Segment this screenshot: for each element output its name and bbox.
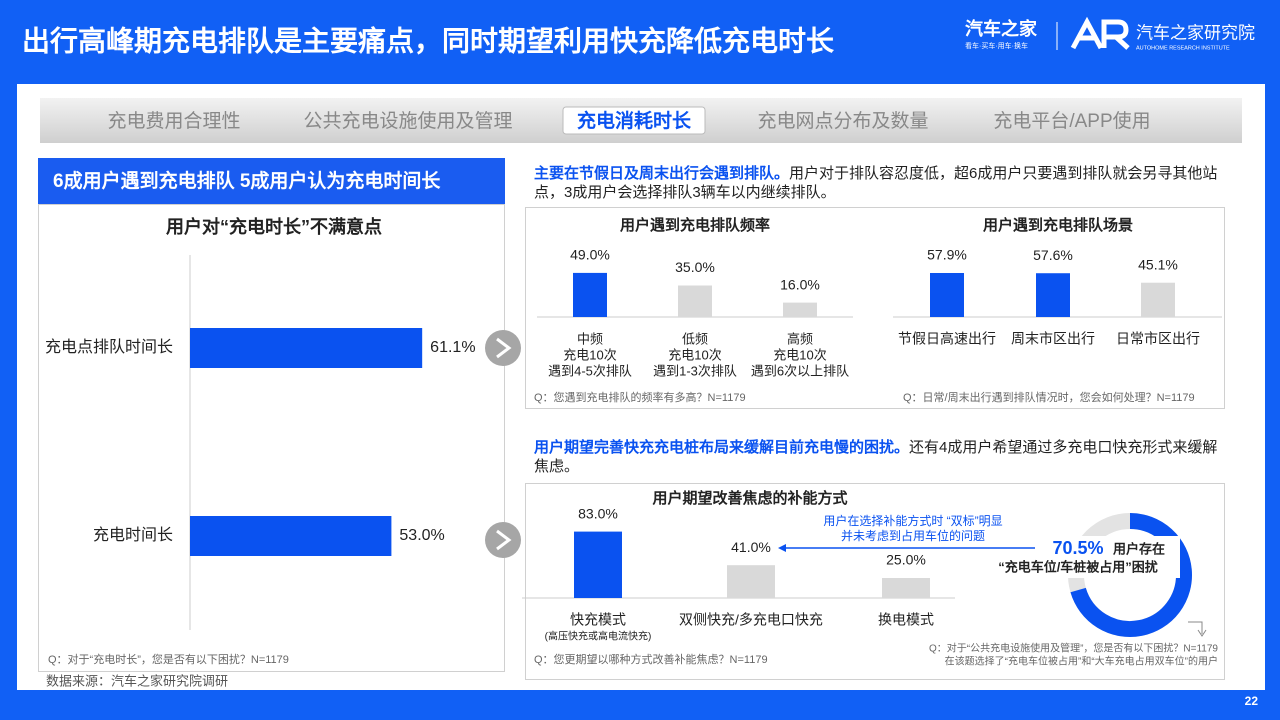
note: 在该题选择了“充电车位被占用”和“大车充电占用双车位”的用户: [945, 655, 1218, 668]
category-label: 充电10次: [668, 347, 721, 362]
category-label: 充电10次: [773, 347, 826, 362]
category-label: 充电时间长: [93, 526, 173, 544]
brand: 汽车之家: [965, 18, 1038, 39]
source: 数据来源：汽车之家研究院调研: [46, 673, 228, 688]
bar: [1036, 273, 1070, 317]
category-label: 低频: [682, 331, 708, 346]
bar: [1141, 282, 1175, 317]
arrowhead: [778, 544, 786, 552]
category-label: 日常市区出行: [1116, 331, 1200, 347]
value-label: 57.6%: [1033, 247, 1073, 263]
annotation: 用户在选择补能方式时 “双标”明显: [823, 513, 1002, 528]
panel: [525, 207, 1225, 409]
chart-title: 用户期望改善焦虑的补能方式: [652, 489, 847, 507]
category-label: 中频: [577, 331, 603, 346]
bar: [573, 272, 607, 317]
chart-title: 用户遇到充电排队场景: [983, 216, 1133, 234]
left-heading-box: [38, 158, 505, 204]
next-button: [485, 522, 521, 558]
value-label: 45.1%: [1138, 256, 1178, 272]
category-label: 快充模式: [570, 612, 626, 628]
text: 用户对于排队容忍度低，超6成用户只要遇到排队就会另寻其他站点，3成用户会选择排队…: [534, 165, 1218, 201]
category-label: (高压快充或高电流快充): [545, 630, 652, 643]
active-tab: [562, 106, 706, 135]
donut-label: “充电车位/车桩被占用”困扰: [998, 559, 1158, 574]
note: Q：对于“充电时长”，您是否有以下困扰？N=1179: [48, 652, 289, 666]
category-label: 节假日高速出行: [898, 331, 996, 347]
next-button: [485, 330, 521, 366]
institute-en: AUTOHOME RESEARCH INSTITUTE: [1136, 45, 1230, 51]
bar: [574, 531, 622, 598]
category-label: 遇到1-3次排队: [653, 363, 737, 378]
highlight: 用户期望完善快充充电桩布局来缓解目前充电慢的困扰。: [534, 439, 910, 456]
category-label: 充电点排队时间长: [45, 338, 173, 356]
value-label: 35.0%: [675, 259, 715, 275]
donut-arc: [1070, 513, 1192, 637]
category-label: 遇到4-5次排队: [548, 363, 632, 378]
bar: [783, 302, 817, 317]
bar: [882, 578, 930, 598]
institute: 汽车之家研究院: [1136, 23, 1255, 42]
value-label: 53.0%: [399, 527, 444, 544]
tab[interactable]: 充电消耗时长: [577, 109, 692, 132]
bar: [190, 516, 392, 556]
tab[interactable]: 充电网点分布及数量: [757, 110, 928, 132]
bar: [727, 565, 775, 598]
value-label: 25.0%: [886, 552, 926, 568]
value-label: 49.0%: [570, 247, 610, 263]
highlight: 主要在节假日及周末出行会遇到排队。: [534, 165, 790, 182]
chart-title: 用户对“充电时长”不满意点: [166, 216, 382, 237]
value-label: 61.1%: [430, 339, 475, 356]
logo: [1070, 16, 1130, 50]
note: Q：日常/周末出行遇到排队情况时，您会如何处理？N=1179: [903, 390, 1195, 404]
bar: [930, 272, 964, 317]
tab[interactable]: 充电平台/APP使用: [993, 110, 1150, 132]
note: Q：对于“公共充电设施使用及管理”，您是否有以下困扰？N=1179: [929, 642, 1218, 655]
intro-bottom: 用户期望完善快充充电桩布局来缓解目前充电慢的困扰。还有4成用户希望通过多充电口快…: [534, 438, 1224, 476]
intro-top: 主要在节假日及周末出行会遇到排队。用户对于排队容忍度低，超6成用户只要遇到排队就…: [534, 164, 1224, 202]
annotation: 并未考虑到占用车位的问题: [841, 528, 985, 543]
value-label: 57.9%: [927, 247, 967, 263]
panel: [525, 483, 1225, 680]
text: 还有4成用户希望通过多充电口快充形式来缓解焦虑。: [534, 439, 1218, 475]
category-label: 双侧快充/多充电口快充: [679, 612, 823, 628]
bar: [190, 328, 423, 368]
category-label: 换电模式: [878, 612, 934, 628]
left-panel: [38, 204, 505, 672]
value-label: 16.0%: [780, 276, 820, 292]
donut-label: 用户存在: [1112, 541, 1165, 556]
chart-title: 用户遇到充电排队频率: [620, 216, 770, 234]
category-label: 充电10次: [563, 347, 616, 362]
page-number: 22: [1245, 694, 1259, 708]
tab[interactable]: 公共充电设施使用及管理: [303, 110, 512, 132]
corner-arrow: [1188, 621, 1207, 637]
slide-title: 出行高峰期充电排队是主要痛点，同时期望利用快充降低充电时长: [22, 24, 834, 56]
bar: [678, 285, 712, 317]
value-label: 83.0%: [578, 505, 618, 521]
label-bg: [1042, 536, 1180, 578]
category-label: 周末市区出行: [1011, 331, 1095, 347]
note: Q：您更期望以哪种方式改善补能焦虑？N=1179: [534, 652, 768, 666]
value-label: 41.0%: [731, 539, 771, 555]
brand-slogan: 看车·买车·用车·换车: [965, 41, 1028, 50]
tab[interactable]: 充电费用合理性: [107, 110, 240, 132]
category-label: 遇到6次以上排队: [751, 363, 849, 378]
note: Q：您遇到充电排队的频率有多高？N=1179: [534, 390, 746, 404]
donut-value: 70.5%: [1052, 538, 1103, 558]
category-label: 高频: [787, 331, 813, 346]
left-heading: 6成用户遇到充电排队 5成用户认为充电时间长: [53, 169, 441, 192]
